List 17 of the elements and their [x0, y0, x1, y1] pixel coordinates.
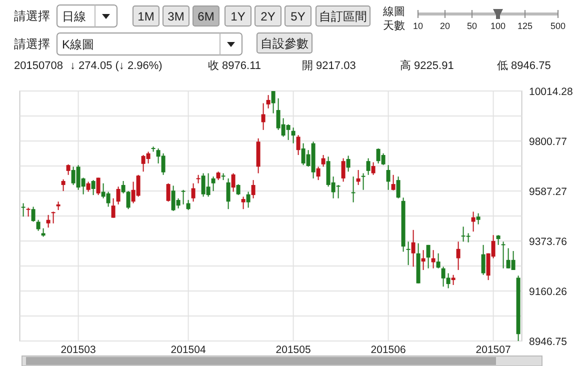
- ytick: 9800.77: [529, 136, 567, 148]
- xtick: 201504: [170, 344, 206, 356]
- button-custom: 自訂區間: [316, 6, 370, 26]
- dropdown-type: K線圖: [56, 32, 242, 56]
- ytick: 9587.27: [529, 186, 567, 198]
- xtick: 201506: [370, 344, 406, 356]
- ytick: 9373.76: [529, 236, 567, 248]
- ytick: 9160.26: [529, 286, 567, 298]
- ytick: 10014.28: [529, 86, 573, 98]
- dropdown-period: 日線: [56, 4, 118, 28]
- ytick: 8946.75: [529, 336, 567, 348]
- slider: 10 20 50 100 125 500: [413, 9, 566, 31]
- xtick: 201507: [476, 344, 511, 356]
- xtick: 201503: [60, 344, 96, 356]
- controls: 請選擇 日線 1M 3M 6M 1Y 2Y 5Y 自訂區間 線圖 天數 10 20 50 100 125 500 請選擇 K線圖 自設參數 20150708 ↓ 274.05 (↓ 2.96%) 收 8976.11 開 9217.03 高 9225.91 低 8946.75: [14, 4, 566, 72]
- button-params: 自設參數: [256, 32, 312, 54]
- xtick: 201505: [276, 344, 311, 356]
